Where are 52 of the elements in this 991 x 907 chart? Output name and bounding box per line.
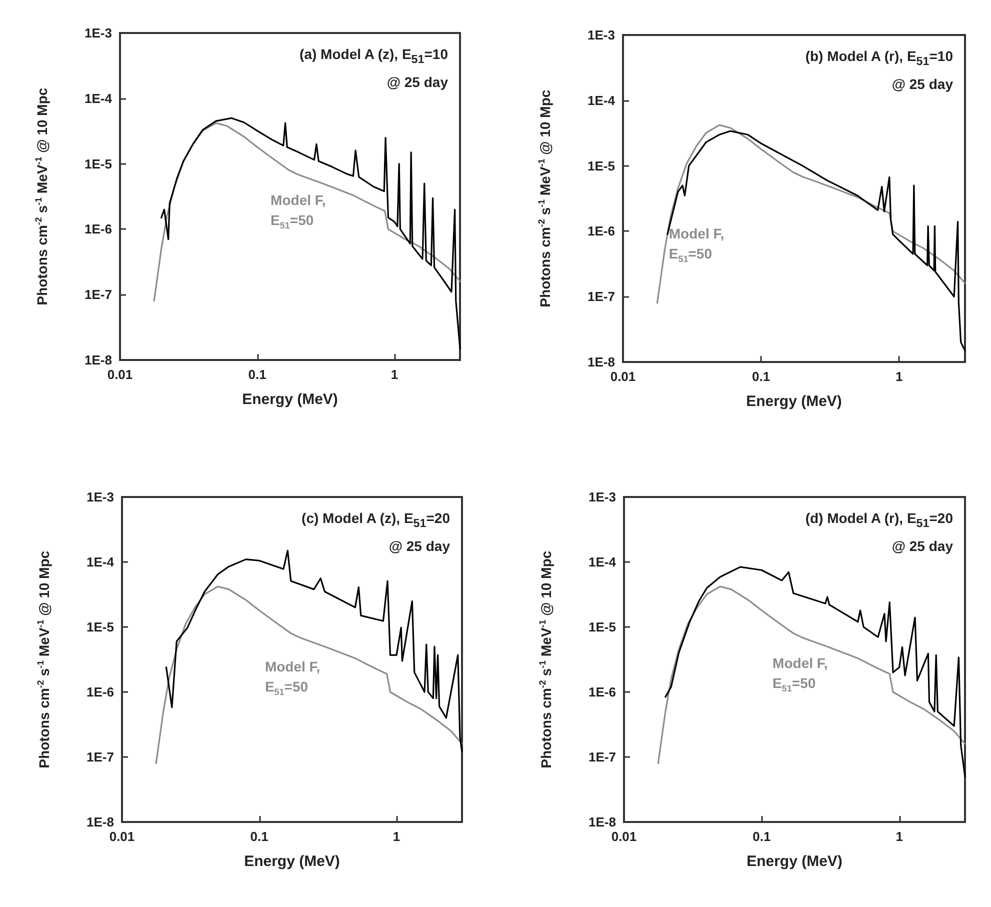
x-tick-label: 0.01 <box>610 369 636 384</box>
y-tick-label: 1E-8 <box>588 354 615 370</box>
x-axis-title: Energy (MeV) <box>242 391 338 408</box>
x-tick-label: 0.1 <box>248 367 266 382</box>
y-tick-label: 1E-7 <box>588 750 616 764</box>
text: @ 25 day <box>890 74 953 94</box>
y-tick-label: 1E-5 <box>86 620 114 634</box>
y-tick-label: 1E-8 <box>588 814 616 830</box>
y-tick-label: 1E-6 <box>588 224 615 239</box>
y-tick-label: 1E-7 <box>588 289 615 304</box>
text: @ 25 day <box>890 536 953 556</box>
y-axis-title: Photons cm-2 s-1 MeV-1 @ 10 Mpc <box>36 550 52 768</box>
y-axis-title: Photons cm-2 s-1 MeV-1 @ 10 Mpc <box>536 90 553 308</box>
y-tick-label: 1E-8 <box>86 814 114 830</box>
y-tick-label: 1E-3 <box>84 26 112 40</box>
y-tick-label: 1E-6 <box>84 222 112 237</box>
y-tick-label: 1E-7 <box>86 750 114 764</box>
text: @ 25 day <box>386 72 448 92</box>
x-tick-label: 0.1 <box>250 829 268 844</box>
x-tick-label: 0.1 <box>752 369 770 384</box>
x-tick-label: 1 <box>896 829 903 844</box>
y-tick-label: 1E-8 <box>84 352 112 368</box>
x-tick-label: 0.1 <box>752 829 771 844</box>
y-tick-label: 1E-3 <box>588 28 615 42</box>
y-tick-label: 1E-4 <box>588 92 616 108</box>
x-axis-title: Energy (MeV) <box>746 853 842 870</box>
text: (d) Model A (r), E$_{51}$=20 <box>805 509 953 532</box>
text: @ 25 day <box>388 536 450 556</box>
y-tick-label: 1E-5 <box>588 620 616 634</box>
x-axis-title: Energy (MeV) <box>746 393 842 410</box>
x-tick-label: 0.01 <box>611 829 637 844</box>
y-tick-label: 1E-3 <box>588 490 616 504</box>
x-tick-label: 1 <box>390 367 398 382</box>
y-tick-label: 1E-5 <box>84 156 112 172</box>
y-axis-title: Photons cm-2 s-1 MeV-1 @ 10 Mpc <box>34 88 50 306</box>
y-tick-label: 1E-4 <box>588 554 617 570</box>
y-tick-label: 1E-5 <box>588 158 615 174</box>
y-tick-label: 1E-6 <box>86 684 114 700</box>
x-tick-label: 1 <box>392 829 400 844</box>
y-tick-label: 1E-7 <box>84 287 112 302</box>
text: (c) Model A (z), E$_{51}$=20 <box>302 509 450 532</box>
y-tick-label: 1E-3 <box>86 490 114 504</box>
y-tick-label: 1E-4 <box>86 554 115 570</box>
x-axis-title: Energy (MeV) <box>244 853 340 870</box>
x-tick-label: 0.01 <box>109 829 135 844</box>
text: (b) Model A (r), E$_{51}$=10 <box>805 47 953 70</box>
x-tick-label: 0.01 <box>107 367 133 382</box>
x-tick-label: 1 <box>896 369 903 384</box>
y-tick-label: 1E-6 <box>588 684 616 700</box>
text: (a) Model A (z), E$_{51}$=10 <box>300 45 448 68</box>
y-axis-title: Photons cm-2 s-1 MeV-1 @ 10 Mpc <box>538 550 554 768</box>
y-tick-label: 1E-4 <box>84 90 113 106</box>
